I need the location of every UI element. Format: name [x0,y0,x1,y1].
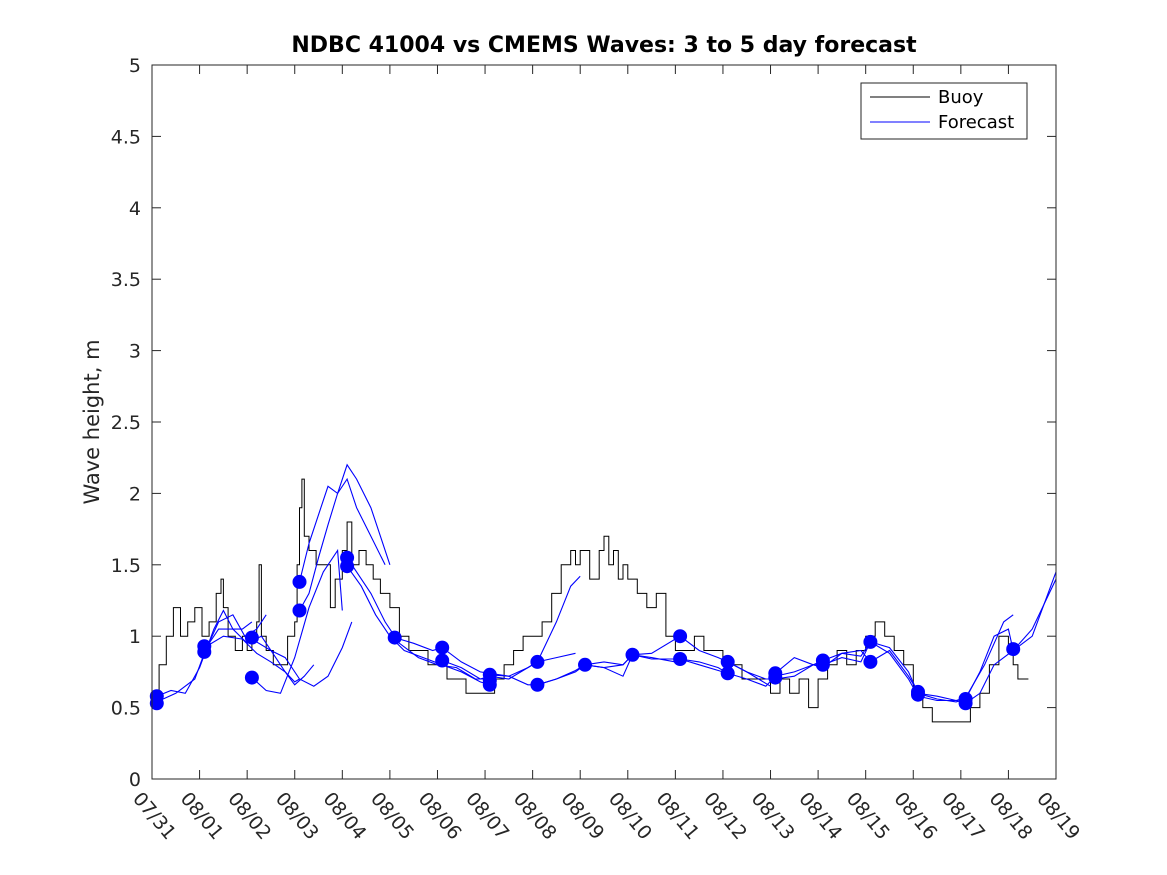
forecast-marker [387,630,402,645]
forecast-marker [197,644,212,659]
forecast-line-12 [442,575,581,680]
forecast-line-18 [774,649,919,693]
forecast-marker [340,559,355,574]
forecast-line-1 [156,609,253,697]
legend-forecast-label: Forecast [938,112,1014,133]
forecast-marker [292,603,307,618]
y-tick-label: 2 [129,483,141,505]
y-tick-label: 5 [129,55,141,77]
forecast-marker [863,654,878,669]
forecast-line-10 [346,565,490,686]
forecast-line-4 [204,635,315,686]
forecast-marker [625,647,640,662]
forecast-line-16 [680,658,824,687]
forecast-marker [482,677,497,692]
y-tick-label: 1 [129,626,141,648]
forecast-marker [958,696,973,711]
y-tick-label: 4.5 [111,126,141,148]
forecast-line-3 [203,628,300,683]
chart-title: NDBC 41004 vs CMEMS Waves: 3 to 5 day fo… [291,33,917,58]
forecast-marker [292,574,307,589]
forecast-marker [720,666,735,681]
forecast-line-22 [965,578,1057,704]
forecast-marker [435,640,450,655]
forecast-marker [1006,642,1021,657]
forecast-marker [435,653,450,668]
buoy-series-line [152,478,1029,723]
forecast-line-6 [251,548,343,694]
forecast-line-8 [299,463,391,611]
legend-box [860,82,1028,140]
forecast-marker [578,657,592,672]
plot-frame [151,64,1057,780]
forecast-line-17 [727,641,871,680]
forecast-marker [673,629,688,644]
y-tick-label: 3.5 [111,269,141,291]
plot-series [149,463,1057,723]
forecast-marker [815,657,830,672]
forecast-marker [149,696,164,711]
y-tick-label: 0 [129,769,141,791]
y-tick-label: 0.5 [111,698,141,720]
forecast-marker [720,654,735,669]
forecast-marker [911,687,925,702]
y-tick-label: 2.5 [111,412,141,434]
legend-buoy-label: Buoy [938,87,984,108]
forecast-line-21 [917,571,1057,703]
forecast-marker [244,630,259,645]
forecast-marker [673,652,688,666]
forecast-marker [530,654,545,669]
y-tick-label: 1.5 [111,555,141,577]
forecast-marker [530,677,545,692]
y-tick-label: 4 [129,198,141,220]
legend: Buoy Forecast [860,82,1028,140]
forecast-marker [244,670,259,685]
forecast-marker [863,634,878,649]
forecast-line-19 [822,641,966,704]
y-tick-label: 3 [129,341,141,363]
forecast-line-5 [251,621,353,687]
plot-area [152,65,1056,779]
forecast-line-9 [346,557,490,680]
y-axis-label: Wave height, m [80,339,104,504]
forecast-marker [768,670,783,685]
